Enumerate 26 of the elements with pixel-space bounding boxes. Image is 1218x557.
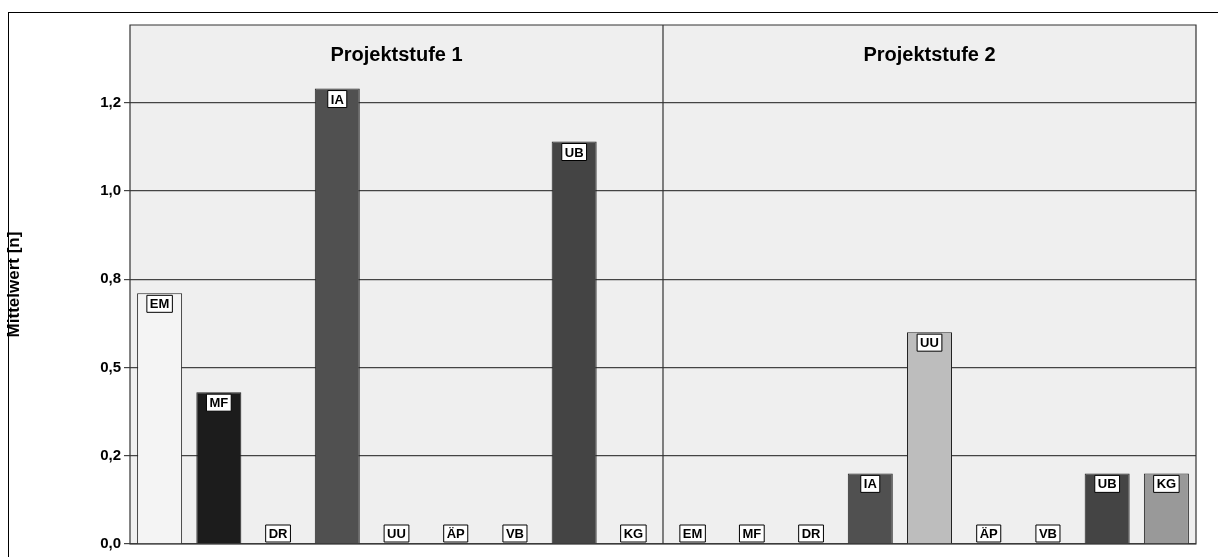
y-tick-label: 0,5	[100, 357, 121, 375]
text: Projektstufe 2	[863, 42, 996, 65]
category-label: EM	[682, 526, 703, 542]
y-tick-label: 1,0	[100, 181, 121, 199]
text: Projektstufe 1	[330, 42, 463, 65]
category-label: ÄP	[979, 526, 998, 542]
y-tick-label: 0,0	[100, 534, 121, 552]
category-label: MF	[209, 395, 229, 411]
y-tick-label: 0,8	[100, 269, 121, 287]
category-label: IA	[863, 476, 877, 492]
category-label: ÄP	[446, 526, 465, 542]
category-label: UB	[564, 144, 584, 160]
category-label: EM	[149, 296, 170, 312]
category-label: UU	[387, 526, 406, 542]
category-label: KG	[1156, 476, 1177, 492]
y-tick-label: 1,2	[100, 92, 121, 110]
category-label: DR	[801, 526, 821, 542]
category-label: UU	[920, 335, 939, 351]
category-label: VB	[505, 526, 524, 542]
category-label: UB	[1097, 476, 1117, 492]
y-tick-label: 0,2	[100, 445, 121, 463]
category-label: MF	[742, 526, 762, 542]
category-label: KG	[623, 526, 644, 542]
category-label: IA	[330, 91, 344, 107]
category-label: DR	[268, 526, 288, 542]
category-label: VB	[1038, 526, 1057, 542]
